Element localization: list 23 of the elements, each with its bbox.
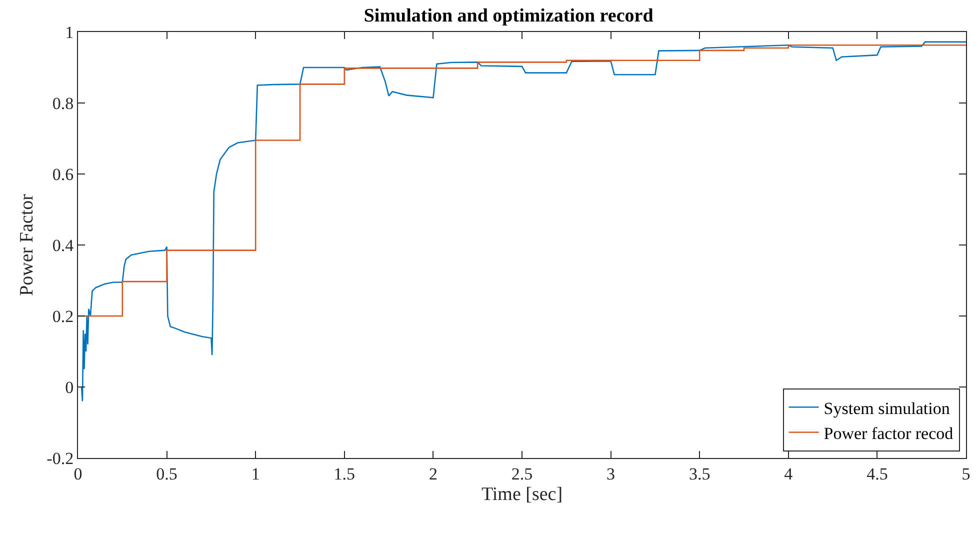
x-tick-label: 0.5 (156, 464, 178, 484)
chart-title: Simulation and optimization record (364, 5, 654, 26)
y-tick-label: -0.2 (46, 448, 74, 468)
y-tick-label: 0.2 (52, 306, 74, 326)
x-tick-label: 2 (428, 464, 438, 484)
y-tick-label: 0 (65, 378, 74, 397)
y-tick-label: 0.8 (52, 94, 74, 113)
line-series (80, 41, 966, 402)
y-tick-label: 0.4 (52, 236, 74, 255)
x-tick-label: 1.5 (334, 464, 356, 484)
x-tick-label: 1 (251, 464, 260, 484)
x-tick-label: 3.5 (688, 464, 710, 484)
y-tick-label: 1 (65, 22, 74, 42)
x-tick-label: 3 (606, 464, 616, 484)
x-tick-label: 4.5 (866, 464, 888, 484)
x-tick-label: 4 (784, 464, 794, 484)
legend-label: Power factor recod (824, 424, 954, 443)
y-axis-title: Power Factor (16, 193, 38, 296)
y-tick-label: 0.6 (52, 164, 74, 184)
x-axis-title: Time [sec] (481, 484, 563, 506)
x-tick-label: 5 (962, 464, 970, 484)
x-tick-label: 2.5 (511, 464, 533, 484)
legend-label: System simulation (824, 398, 950, 418)
